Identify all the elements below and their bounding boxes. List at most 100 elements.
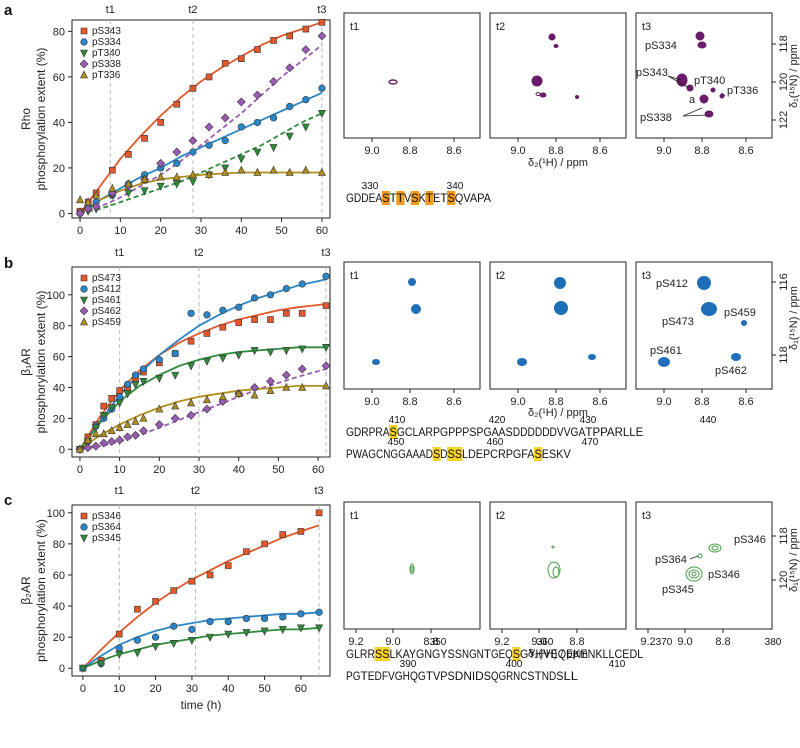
residue-number: 410 — [609, 659, 626, 670]
data-point-pT336 — [269, 165, 278, 174]
data-point-pT336 — [301, 165, 310, 174]
nmr-peak — [554, 277, 566, 289]
peak-label: pT340 — [694, 75, 725, 87]
data-point-pS462 — [297, 364, 307, 374]
nmr-peak — [372, 359, 380, 365]
data-point-pS343 — [109, 166, 116, 174]
data-point-pS459 — [75, 444, 84, 453]
y-tick-label: 20 — [53, 163, 65, 175]
residue-number: 420 — [489, 415, 506, 426]
data-point-pS459 — [282, 382, 291, 391]
data-point-pS461 — [131, 381, 140, 390]
data-point-pS364 — [206, 617, 214, 626]
data-point-pS461 — [171, 371, 180, 380]
residue-number: 410 — [389, 415, 406, 426]
residue-highlight — [534, 447, 543, 461]
data-point-pS459 — [123, 419, 132, 428]
data-point-pS412 — [298, 280, 306, 288]
nmr-x-tick: 8.8 — [694, 145, 709, 157]
data-point-pS461 — [139, 378, 148, 386]
data-point-pS461 — [282, 347, 291, 356]
residue-highlight — [396, 191, 405, 205]
nmr-peak — [710, 87, 716, 93]
peak-label: pS461 — [650, 345, 682, 357]
data-point-pS364 — [133, 636, 142, 644]
data-point-pS461 — [115, 399, 124, 408]
sequence-segment: PG — [346, 669, 361, 683]
nmr-spectra-b: t1 t2 t3 pS412 pS473 pS459 pS461 pS462 — [343, 261, 800, 419]
y-tick-label: 60 — [53, 570, 65, 582]
nmr-peak — [658, 357, 670, 367]
data-point-pS461 — [234, 351, 243, 360]
data-point-pS459 — [250, 390, 259, 399]
data-point-pS459 — [115, 422, 124, 431]
data-point-pS459 — [202, 395, 211, 404]
data-point-pS345 — [78, 664, 87, 673]
data-point-pS334 — [189, 148, 197, 156]
nmr-x-tick: 9.0 — [510, 145, 525, 157]
residue-number: 470 — [582, 437, 599, 448]
sequence-segment: S — [433, 447, 440, 461]
data-point-pS461 — [155, 374, 164, 383]
sequence-segment: S — [390, 425, 397, 439]
y-tick-label: 100 — [47, 508, 65, 520]
y-tick-label: 60 — [53, 352, 65, 364]
data-point-pT336 — [188, 170, 197, 179]
data-point-pT336 — [124, 179, 133, 188]
nmr-x-tick: 8.6 — [446, 396, 461, 408]
fit-curve-pS364 — [82, 611, 320, 669]
data-point-pS461 — [187, 362, 196, 371]
x-tick-label: 50 — [272, 464, 284, 476]
nmr-y-tick: 116 — [778, 273, 790, 291]
data-point-pS338 — [204, 122, 214, 132]
residue-highlight — [381, 191, 390, 205]
data-point-pS345 — [206, 633, 215, 642]
legend-marker-pT336 — [80, 70, 88, 79]
y-tick-label: 40 — [53, 601, 65, 613]
x-tick-label: 20 — [155, 225, 167, 237]
nmr-y-tick: 120 — [778, 571, 790, 589]
data-point-pS343 — [270, 37, 277, 44]
residue-number: 370 — [656, 637, 673, 648]
data-point-pT336 — [237, 165, 246, 174]
data-point-pS345 — [296, 624, 305, 633]
data-point-pS473 — [100, 402, 108, 410]
data-point-pS346 — [261, 540, 268, 548]
sequence-segment: S — [527, 669, 534, 683]
data-point-pS345 — [97, 660, 106, 669]
data-point-pS338 — [188, 136, 198, 146]
fit-curve-pS346 — [82, 524, 320, 669]
y-tick-label: 40 — [53, 117, 65, 129]
sequence-segment: DNID — [455, 669, 484, 683]
time-mark-label: t1 — [115, 247, 124, 259]
legend-marker-pT340 — [80, 49, 88, 58]
nmr-x-tick: 9.2 — [640, 636, 655, 648]
fit-curve-pS338 — [79, 44, 323, 215]
nmr-peak — [731, 353, 741, 361]
data-point-pS461 — [123, 390, 132, 399]
data-point-pS343 — [157, 119, 164, 126]
data-point-pS461 — [218, 354, 227, 363]
sequence-segment: S — [484, 669, 491, 683]
data-point-pS462 — [154, 420, 164, 429]
peak-label: pT336 — [727, 85, 758, 97]
sequence-segment: S — [448, 191, 455, 205]
data-point-pS343 — [318, 18, 326, 26]
x-tick-label: 40 — [222, 683, 234, 695]
data-point-pS473 — [203, 330, 211, 337]
data-point-pS473 — [108, 395, 115, 402]
panel-letter-c: c — [4, 492, 12, 509]
data-point-pS345 — [169, 640, 178, 649]
fit-curve-pT336 — [79, 171, 322, 215]
data-point-pS459 — [322, 381, 331, 390]
x-tick-label: 60 — [295, 683, 307, 695]
data-point-pS462 — [131, 430, 140, 440]
data-point-pS459 — [187, 398, 196, 407]
nmr-x-tick: 8.8 — [402, 145, 417, 157]
residue-number: 440 — [700, 415, 717, 426]
nmr-peaks-b-t1 — [372, 278, 421, 365]
data-point-pS346 — [243, 548, 250, 555]
sequence-segment: GEQ — [491, 647, 513, 661]
peak-label: pS334 — [645, 40, 677, 52]
